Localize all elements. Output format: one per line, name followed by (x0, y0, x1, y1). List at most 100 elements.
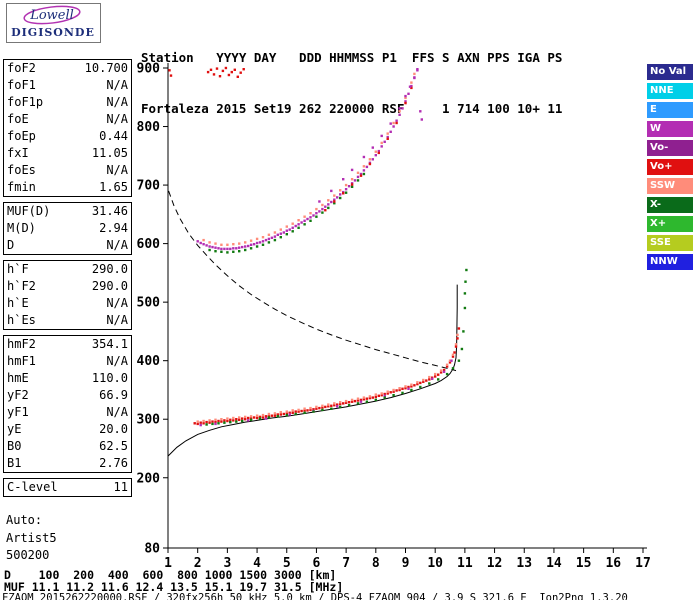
legend-item-vo+: Vo+ (647, 159, 693, 175)
parameter-value: 20.0 (99, 422, 128, 436)
y-tick-label: 80 (144, 542, 160, 557)
parameter-value: 2.94 (99, 221, 128, 235)
parameter-row-mufd: MUF(D) 31.46 (4, 203, 131, 220)
header-column-titles: Station YYYY DAY DDD HHMMSS P1 FFS S AXN… (141, 50, 563, 65)
x-tick-label: 8 (372, 556, 380, 571)
parameter-group: foF2 10.700 foF1 N/A foF1p N/A foE N/A foEp 0.44 f… (3, 59, 132, 197)
station-header: Station YYYY DAY DDD HHMMSS P1 FFS S AXN… (141, 15, 562, 151)
x-tick-label: 4 (253, 556, 261, 571)
parameter-value: N/A (106, 296, 128, 310)
legend-item-ssw: SSW (647, 178, 693, 194)
parameter-value: 0.44 (99, 129, 128, 143)
series-spread-scatter-magenta (318, 69, 423, 203)
parameter-value: 31.46 (91, 204, 128, 218)
d-distances-row: D 100 200 400 600 800 1000 1500 3000 [km… (4, 568, 337, 582)
footer-status-line: FZAOM_2015262220000.RSF / 320fx256h 50 k… (2, 592, 628, 600)
parameter-label: foF1p (7, 95, 44, 109)
parameter-row-fxi: fxI 11.05 (4, 145, 131, 162)
parameter-label: yF2 (7, 388, 29, 402)
logo-swoosh-icon (23, 5, 81, 25)
parameter-row-md: M(D) 2.94 (4, 220, 131, 237)
x-tick-label: 17 (635, 556, 651, 571)
series-f-trace-magenta (199, 359, 453, 427)
legend-item-w: W (647, 121, 693, 137)
parameter-value: 10.700 (84, 61, 128, 75)
parameter-row-hme: hmE 110.0 (4, 370, 131, 387)
x-tick-label: 16 (605, 556, 621, 571)
parameter-row-hes: h`Es N/A (4, 312, 131, 329)
parameter-value: N/A (106, 405, 128, 419)
status-line: Artist5 (6, 530, 57, 545)
parameter-label: fxI (7, 146, 29, 160)
parameter-value: 11.05 (91, 146, 128, 160)
parameter-label: h`F2 (7, 279, 36, 293)
parameter-value: 110.0 (91, 371, 128, 385)
x-tick-label: 1 (164, 556, 172, 571)
logo-brand: Lowell (29, 8, 74, 23)
parameter-label: M(D) (7, 221, 36, 235)
x-tick-label: 10 (427, 556, 443, 571)
parameter-value: N/A (106, 78, 128, 92)
logo-product: DIGISONDE (11, 26, 95, 39)
x-tick-label: 3 (223, 556, 231, 571)
y-tick-label: 800 (137, 120, 161, 135)
parameter-value: 290.0 (91, 262, 128, 276)
series-f-trace-o-pink (196, 333, 459, 423)
parameter-row-hf: h`F 290.0 (4, 261, 131, 278)
series-second-hop-green (208, 172, 366, 254)
y-tick-label: 300 (137, 413, 161, 428)
x-tick-label: 12 (487, 556, 503, 571)
y-tick-label: 200 (137, 471, 161, 486)
x-tick-label: 9 (402, 556, 410, 571)
parameter-label: C-level (7, 480, 58, 494)
x-tick-label: 5 (283, 556, 291, 571)
muf-values-row: MUF 11.1 11.2 11.6 12.4 13.5 15.1 19.7 3… (4, 580, 344, 594)
parameter-row-foe: foE N/A (4, 111, 131, 128)
legend: No Val NNE E W Vo- Vo+ SSW X- X+ SSE NNW (647, 64, 693, 273)
legend-item-e: E (647, 102, 693, 118)
x-tick-label: 14 (546, 556, 562, 571)
parameter-value: N/A (106, 354, 128, 368)
curve-transmission-curve (168, 190, 457, 372)
x-tick-label: 13 (516, 556, 532, 571)
parameter-row-fmin: fmin 1.65 (4, 179, 131, 196)
legend-item-nne: NNE (647, 83, 693, 99)
legend-item-x+: X+ (647, 216, 693, 232)
y-tick-label: 500 (137, 296, 161, 311)
series-f-trace-x-green (205, 268, 468, 426)
legend-item-sse: SSE (647, 235, 693, 251)
parameter-value: 290.0 (91, 279, 128, 293)
parameter-label: B0 (7, 439, 22, 453)
y-tick-label: 700 (137, 179, 161, 194)
x-tick-label: 2 (194, 556, 202, 571)
parameter-row-he: h`E N/A (4, 295, 131, 312)
parameter-row-fof1: foF1 N/A (4, 77, 131, 94)
parameter-row-yf2: yF2 66.9 (4, 387, 131, 404)
parameter-label: hmF1 (7, 354, 36, 368)
parameter-label: foEs (7, 163, 36, 177)
status-line: 500200 (6, 548, 50, 562)
parameter-value: N/A (106, 112, 128, 126)
curve-profile-curve (167, 284, 458, 457)
parameter-value: 354.1 (91, 337, 128, 351)
parameter-label: B1 (7, 456, 22, 470)
parameter-label: foF1 (7, 78, 36, 92)
parameter-label: yF1 (7, 405, 29, 419)
autoscaling-status: Auto: Artist5 500200 (6, 512, 57, 565)
y-tick-label: 600 (137, 237, 161, 252)
parameter-label: h`E (7, 296, 29, 310)
parameter-value: N/A (106, 238, 128, 252)
legend-item-x-: X- (647, 197, 693, 213)
parameter-panel: foF2 10.700 foF1 N/A foF1p N/A foE N/A foEp 0.44 f… (3, 59, 132, 502)
parameter-label: D (7, 238, 15, 252)
parameter-label: h`F (7, 262, 29, 276)
parameter-label: hmF2 (7, 337, 36, 351)
parameter-row-foes: foEs N/A (4, 162, 131, 179)
parameter-label: foE (7, 112, 29, 126)
legend-item-nnw: NNW (647, 254, 693, 270)
parameter-value: N/A (106, 95, 128, 109)
parameter-label: h`Es (7, 313, 36, 327)
parameter-group: h`F 290.0 h`F2 290.0 h`E N/A h`Es N/A (3, 260, 132, 330)
